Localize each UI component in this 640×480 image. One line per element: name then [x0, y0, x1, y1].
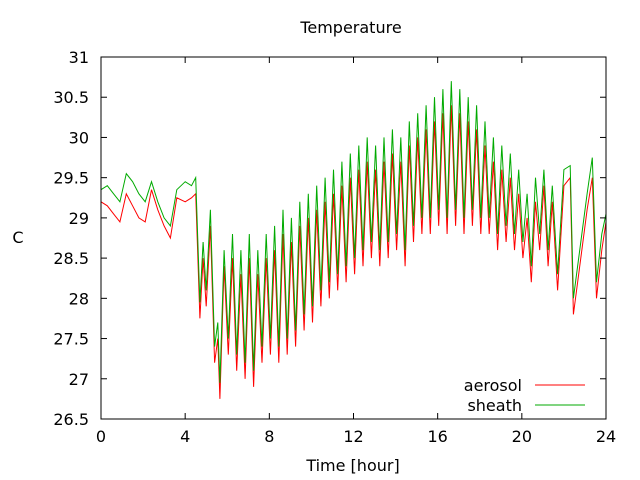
y-tick-label: 30 [69, 128, 89, 147]
y-tick-label: 28 [69, 289, 89, 308]
series-line-aerosol [100, 105, 607, 399]
axis-ticks: 0 4 8 12 16 20 24 26.5 27 27.5 28 28.5 29 29.5 30 30.5 3… [53, 48, 616, 446]
x-tick-label: 4 [180, 427, 190, 446]
y-tick-label: 26.5 [53, 410, 89, 429]
y-tick-label: 27 [69, 370, 89, 389]
y-tick-label: 27.5 [53, 330, 89, 349]
series-lines [100, 81, 607, 399]
x-tick-label: 16 [427, 427, 447, 446]
x-axis-label: Time [hour] [305, 456, 399, 475]
legend-label-aerosol: aerosol [464, 376, 522, 395]
legend-label-sheath: sheath [467, 396, 522, 415]
y-tick-label: 29 [69, 209, 89, 228]
x-tick-label: 20 [512, 427, 532, 446]
x-tick-label: 12 [343, 427, 363, 446]
x-tick-label: 0 [96, 427, 106, 446]
y-tick-label: 30.5 [53, 88, 89, 107]
x-tick-label: 8 [264, 427, 274, 446]
x-tick-label: 24 [596, 427, 616, 446]
series-line-sheath [100, 81, 607, 383]
y-tick-label: 29.5 [53, 169, 89, 188]
y-axis-label: C [12, 228, 23, 247]
y-tick-label: 31 [69, 48, 89, 67]
y-tick-label: 28.5 [53, 249, 89, 268]
chart-title: Temperature [299, 18, 401, 37]
